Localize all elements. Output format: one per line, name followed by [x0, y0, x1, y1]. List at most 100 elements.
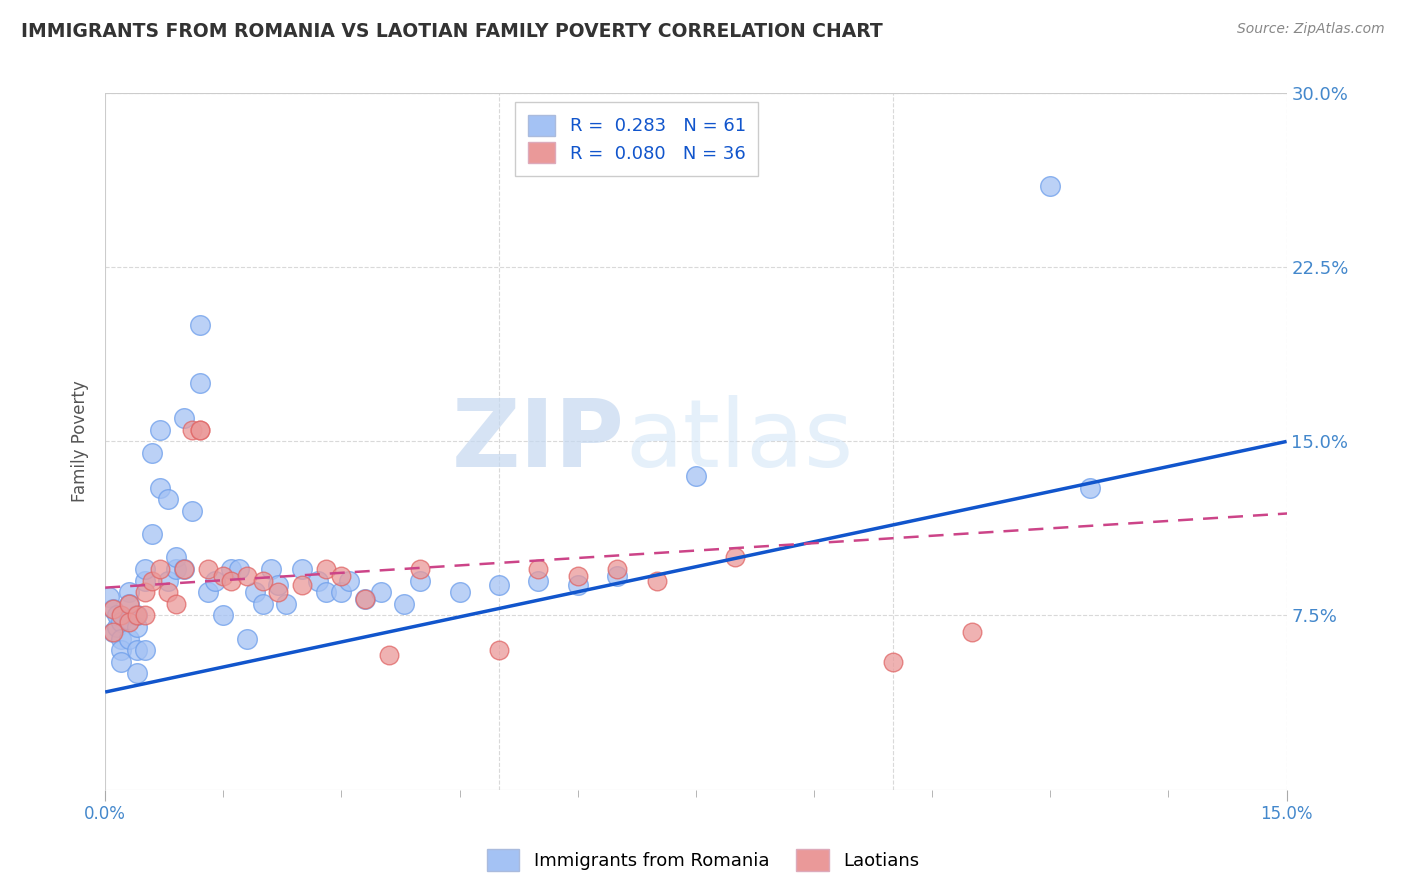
Point: [165, 597, 187, 611]
Point: [354, 592, 377, 607]
Point: [110, 615, 132, 630]
Point: [173, 562, 195, 576]
Point: [125, 608, 148, 623]
Point: [330, 585, 353, 599]
Point: [125, 666, 148, 681]
Point: [157, 574, 180, 588]
Point: [267, 585, 290, 599]
Point: [236, 632, 259, 646]
Point: [134, 574, 156, 588]
Point: [527, 562, 550, 576]
Point: [259, 562, 281, 576]
Point: [141, 527, 163, 541]
Point: [307, 574, 329, 588]
Point: [488, 578, 510, 592]
Point: [409, 574, 432, 588]
Point: [105, 608, 128, 623]
Point: [149, 562, 172, 576]
Point: [567, 569, 589, 583]
Text: ZIP: ZIP: [453, 395, 626, 487]
Point: [118, 613, 141, 627]
Point: [1039, 179, 1062, 194]
Point: [180, 504, 202, 518]
Point: [149, 423, 172, 437]
Point: [394, 597, 416, 611]
Point: [267, 578, 290, 592]
Point: [252, 597, 274, 611]
Point: [567, 578, 589, 592]
Point: [228, 562, 250, 576]
Point: [173, 411, 195, 425]
Point: [370, 585, 392, 599]
Text: atlas: atlas: [626, 395, 853, 487]
Point: [101, 624, 124, 639]
Point: [98, 590, 121, 604]
Point: [110, 655, 132, 669]
Point: [236, 569, 259, 583]
Point: [219, 562, 242, 576]
Point: [252, 574, 274, 588]
Point: [134, 608, 156, 623]
Point: [125, 643, 148, 657]
Point: [197, 562, 219, 576]
Point: [315, 562, 337, 576]
Point: [685, 469, 707, 483]
Point: [118, 585, 141, 599]
Point: [180, 423, 202, 437]
Point: [157, 492, 180, 507]
Point: [134, 585, 156, 599]
Point: [118, 615, 141, 630]
Point: [188, 423, 211, 437]
Point: [330, 569, 353, 583]
Point: [118, 597, 141, 611]
Point: [527, 574, 550, 588]
Point: [188, 423, 211, 437]
Point: [291, 562, 314, 576]
Point: [125, 620, 148, 634]
Point: [165, 550, 187, 565]
Point: [157, 585, 180, 599]
Point: [960, 624, 983, 639]
Point: [377, 648, 399, 662]
Point: [149, 481, 172, 495]
Point: [110, 608, 132, 623]
Point: [101, 601, 124, 615]
Point: [188, 376, 211, 391]
Point: [134, 562, 156, 576]
Point: [188, 318, 211, 333]
Point: [197, 585, 219, 599]
Point: [212, 608, 235, 623]
Legend: R =  0.283   N = 61, R =  0.080   N = 36: R = 0.283 N = 61, R = 0.080 N = 36: [516, 103, 758, 176]
Point: [645, 574, 668, 588]
Point: [606, 562, 628, 576]
Point: [204, 574, 226, 588]
Y-axis label: Family Poverty: Family Poverty: [72, 381, 89, 502]
Point: [882, 655, 904, 669]
Point: [105, 620, 128, 634]
Point: [173, 562, 195, 576]
Point: [165, 562, 187, 576]
Point: [724, 550, 747, 565]
Point: [606, 569, 628, 583]
Point: [315, 585, 337, 599]
Point: [354, 592, 377, 607]
Point: [488, 643, 510, 657]
Point: [276, 597, 298, 611]
Point: [337, 574, 360, 588]
Text: Source: ZipAtlas.com: Source: ZipAtlas.com: [1237, 22, 1385, 37]
Point: [101, 601, 124, 615]
Point: [219, 574, 242, 588]
Point: [291, 578, 314, 592]
Point: [449, 585, 471, 599]
Legend: Immigrants from Romania, Laotians: Immigrants from Romania, Laotians: [479, 842, 927, 879]
Point: [110, 643, 132, 657]
Point: [141, 446, 163, 460]
Point: [1078, 481, 1101, 495]
Point: [110, 632, 132, 646]
Point: [212, 569, 235, 583]
Point: [125, 608, 148, 623]
Point: [118, 597, 141, 611]
Point: [118, 632, 141, 646]
Point: [101, 624, 124, 639]
Text: IMMIGRANTS FROM ROMANIA VS LAOTIAN FAMILY POVERTY CORRELATION CHART: IMMIGRANTS FROM ROMANIA VS LAOTIAN FAMIL…: [21, 22, 883, 41]
